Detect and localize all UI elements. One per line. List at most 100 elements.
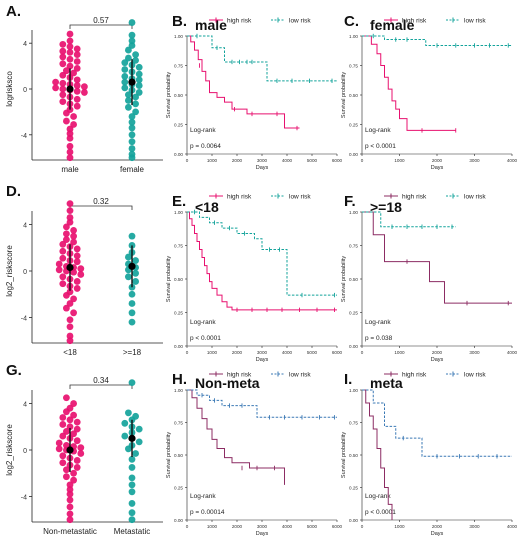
data-point <box>124 97 132 104</box>
data-point <box>132 278 140 285</box>
x-tick-label: 0 <box>361 350 364 355</box>
data-point <box>128 290 136 298</box>
mean-point <box>66 85 74 93</box>
y-axis-label: Survival probability <box>341 256 347 302</box>
x-tick-label: 1000 <box>394 524 405 529</box>
x-tick-label: 3000 <box>469 158 480 163</box>
data-point <box>73 102 81 110</box>
data-point <box>132 100 140 108</box>
legend-label: high risk <box>402 18 427 25</box>
data-point <box>128 300 136 307</box>
data-point <box>66 486 74 493</box>
x-tick-label: 2000 <box>232 350 243 355</box>
y-tick-label: -4 <box>21 494 27 501</box>
data-point <box>66 316 74 324</box>
panel-subtitle: >=18 <box>370 199 402 215</box>
data-point <box>66 404 74 412</box>
y-tick-label: 1.00 <box>174 210 183 215</box>
panel-label: B. <box>172 13 187 30</box>
x-axis-label: Days <box>431 165 444 171</box>
panel-a: A. 4 0 -4 logrisksco 0.57 male female <box>5 3 163 174</box>
data-point <box>59 432 67 440</box>
data-point <box>59 53 67 61</box>
panel-label: G. <box>6 362 22 379</box>
data-point <box>73 258 81 266</box>
data-point <box>124 103 132 111</box>
x-tick-label: 5000 <box>307 524 318 529</box>
y-tick-label: 1.00 <box>349 210 358 215</box>
pvalue-label: p = 0.00014 <box>190 509 225 516</box>
data-point <box>135 438 143 446</box>
data-point <box>73 285 81 292</box>
significance-bracket <box>69 205 133 210</box>
data-point <box>77 450 85 457</box>
x-tick-label: 3000 <box>257 158 268 163</box>
y-axis-label: Survival probability <box>166 256 172 302</box>
legend-label: low risk <box>464 194 486 201</box>
x-tick-label: 4000 <box>282 158 293 163</box>
x-tick-label: 0 <box>361 158 364 163</box>
y-axis-label: Survival probability <box>341 432 347 478</box>
data-point <box>132 257 140 264</box>
data-point <box>124 253 132 261</box>
data-point <box>63 117 70 125</box>
data-point <box>132 412 140 420</box>
data-point <box>132 269 140 277</box>
data-point <box>135 89 143 96</box>
y-axis-label: Survival probability <box>166 72 172 118</box>
x-axis-label: Days <box>431 531 444 537</box>
data-point <box>66 337 74 345</box>
survival-curve <box>362 35 456 131</box>
y-tick-label: 1.00 <box>174 388 183 393</box>
test-label: Log-rank <box>190 127 216 134</box>
y-tick-label: 0.00 <box>174 344 183 349</box>
y-tick-label: 0.00 <box>349 152 358 157</box>
y-tick-label: 0.00 <box>349 518 358 523</box>
data-point <box>128 150 136 158</box>
data-point <box>55 445 63 453</box>
data-point <box>128 118 136 126</box>
pvalue-label: p < 0.0001 <box>365 143 396 150</box>
data-point <box>66 207 74 215</box>
data-point <box>59 91 67 99</box>
panel-label: C. <box>344 13 359 30</box>
data-point <box>55 439 63 447</box>
data-point <box>73 95 81 103</box>
y-tick-label: 0.75 <box>349 64 358 69</box>
data-point <box>66 516 74 524</box>
data-point <box>73 64 81 72</box>
data-point <box>52 84 59 92</box>
mean-point <box>66 446 74 454</box>
data-point <box>63 428 70 435</box>
y-tick-label: 0 <box>23 87 27 94</box>
data-point <box>66 142 74 150</box>
data-point <box>66 510 74 518</box>
y-tick-label: 0.00 <box>349 344 358 349</box>
data-point <box>73 418 81 426</box>
data-point <box>135 76 143 84</box>
y-axis-label: Survival probability <box>341 72 347 118</box>
data-point <box>128 488 136 496</box>
x-tick-label: 6000 <box>332 158 343 163</box>
y-tick-label: 0.50 <box>349 277 358 282</box>
data-point <box>63 230 70 238</box>
data-point <box>124 409 132 417</box>
data-point <box>66 423 74 431</box>
y-tick-label: -4 <box>21 315 27 322</box>
data-point <box>135 82 143 89</box>
significance-bracket <box>69 24 133 29</box>
legend-label: high risk <box>402 372 427 379</box>
data-point <box>66 300 74 307</box>
panel-b: B. male high risk low risk 0.00 0.25 0.50 0.75 1… <box>166 13 343 171</box>
y-tick-label: 0.25 <box>174 123 183 128</box>
panel-label: I. <box>344 371 352 388</box>
y-tick-label: 1.00 <box>174 34 183 39</box>
data-point <box>128 131 136 139</box>
survival-curve <box>362 211 456 228</box>
panel-label: E. <box>172 193 186 210</box>
data-point <box>66 48 74 56</box>
y-tick-label: 0.25 <box>174 311 183 316</box>
